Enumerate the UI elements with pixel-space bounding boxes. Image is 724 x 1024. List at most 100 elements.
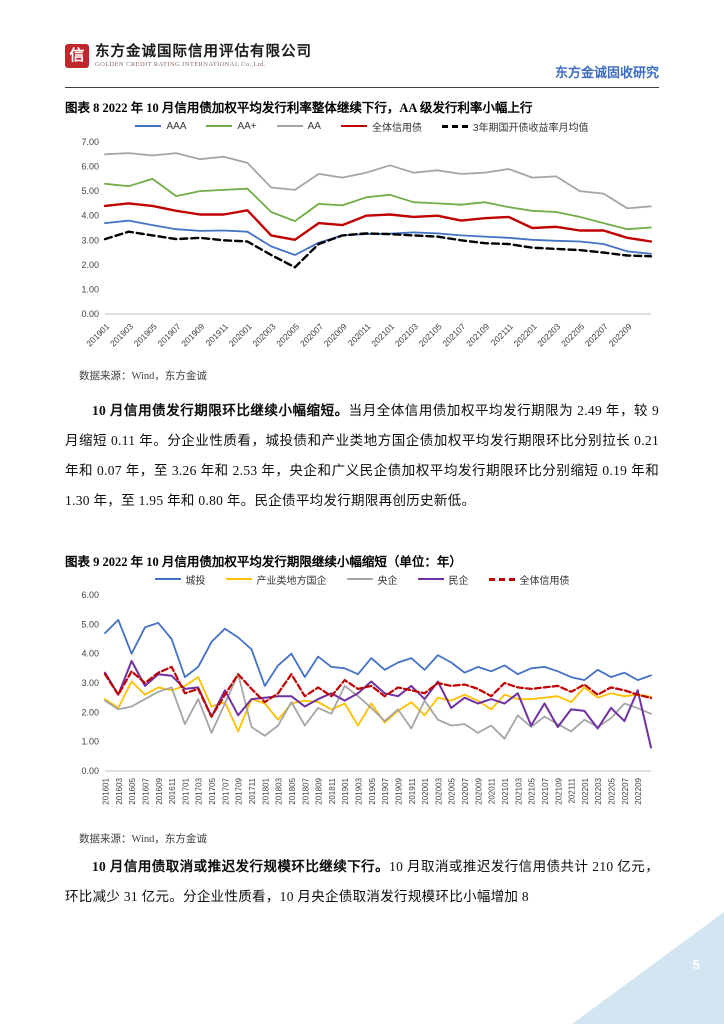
- svg-text:202105: 202105: [417, 321, 444, 348]
- svg-text:202111: 202111: [489, 321, 515, 347]
- page-number: 5: [692, 957, 700, 972]
- svg-text:201705: 201705: [208, 777, 217, 804]
- logo-mark-icon: 信: [65, 44, 89, 68]
- svg-text:201709: 201709: [235, 777, 244, 804]
- svg-text:1.00: 1.00: [81, 284, 99, 294]
- svg-text:201609: 201609: [155, 777, 164, 804]
- legend-item-all-credit: 全体信用债: [488, 572, 570, 587]
- svg-text:201811: 201811: [328, 777, 337, 804]
- svg-text:202001: 202001: [421, 777, 430, 804]
- svg-text:202209: 202209: [634, 777, 643, 804]
- series-line-industrial-soe: [104, 676, 652, 733]
- chart2-plot: 0.00 1.00 2.00 3.00 4.00 5.00 6.00 201601 201603…: [65, 587, 659, 827]
- series-line-aa-plus: [104, 178, 652, 231]
- paragraph2-lead: 10 月信用债取消或推迟发行规模环比继续下行。: [92, 859, 390, 874]
- svg-text:201901: 201901: [84, 321, 111, 348]
- svg-text:202109: 202109: [464, 321, 491, 348]
- legend-item-all-credit: 全体信用债: [340, 119, 422, 134]
- legend-label: 民企: [448, 575, 469, 587]
- legend-swatch-private: [417, 578, 444, 580]
- svg-text:2.00: 2.00: [81, 707, 99, 717]
- legend-swatch-industrial-soe: [225, 578, 252, 580]
- series-line-aa: [104, 152, 652, 210]
- svg-text:201809: 201809: [315, 777, 324, 804]
- svg-text:202005: 202005: [274, 321, 301, 348]
- svg-text:201807: 201807: [301, 777, 310, 804]
- svg-text:202005: 202005: [448, 777, 457, 804]
- company-name-en: GOLDEN CREDIT RATING INTERNATIONAL Co.,L…: [95, 61, 266, 68]
- svg-text:202003: 202003: [434, 777, 443, 804]
- legend-item-aa-plus: AA+: [206, 120, 257, 132]
- svg-text:7.00: 7.00: [81, 137, 99, 147]
- figure8-source: 数据来源：Wind，东方金诚: [79, 371, 207, 382]
- legend-label: 城投: [185, 575, 206, 587]
- legend-item-aaa: AAA: [135, 121, 186, 132]
- svg-text:4.00: 4.00: [81, 649, 99, 659]
- legend-label: 产业类地方国企: [256, 575, 327, 587]
- svg-text:202007: 202007: [461, 777, 470, 804]
- legend-label: AA+: [237, 120, 257, 132]
- svg-text:202107: 202107: [541, 777, 550, 804]
- svg-text:201901: 201901: [341, 777, 350, 804]
- svg-text:202111: 202111: [568, 777, 577, 803]
- legend-label: 全体信用债: [371, 122, 422, 134]
- svg-text:6.00: 6.00: [81, 162, 99, 172]
- legend-swatch-central-soe: [346, 578, 373, 580]
- corner-triangle-decoration: [572, 912, 724, 1024]
- body-paragraph-2: 10 月信用债取消或推迟发行规模环比继续下行。10 月取消或推迟发行信用债共计 …: [65, 852, 659, 912]
- svg-text:201911: 201911: [408, 777, 417, 804]
- series-line-chengtou: [104, 619, 652, 687]
- svg-text:202201: 202201: [512, 321, 539, 348]
- svg-text:202011: 202011: [346, 321, 373, 348]
- svg-text:202105: 202105: [528, 777, 537, 804]
- svg-text:202207: 202207: [583, 321, 610, 348]
- legend-label: 3年期国开债收益率月均值: [472, 122, 589, 134]
- svg-text:201911: 201911: [203, 321, 230, 348]
- header-divider: [65, 87, 659, 88]
- svg-text:202103: 202103: [514, 777, 523, 804]
- svg-text:201611: 201611: [168, 777, 177, 804]
- series-line-all-credit: [103, 202, 653, 243]
- svg-text:201803: 201803: [275, 777, 284, 804]
- chart1-plot: 0.00 1.00 2.00 3.00 4.00 5.00 6.00 7.00 201901 20…: [65, 134, 659, 360]
- svg-text:201707: 201707: [221, 777, 230, 804]
- legend-item-aa: AA: [276, 121, 321, 132]
- svg-text:201701: 201701: [181, 777, 190, 804]
- svg-text:202203: 202203: [594, 777, 603, 804]
- svg-text:201907: 201907: [155, 321, 182, 348]
- svg-text:0.00: 0.00: [81, 309, 99, 319]
- legend-swatch-aaa: [135, 125, 162, 127]
- svg-text:202009: 202009: [474, 777, 483, 804]
- svg-text:201605: 201605: [128, 777, 137, 804]
- svg-text:6.00: 6.00: [81, 590, 99, 600]
- svg-text:5.00: 5.00: [81, 619, 99, 629]
- chart1-legend: AAA AA+ AA 全体信用债 3年期国开债收益率月均值: [65, 118, 659, 134]
- svg-text:202207: 202207: [621, 777, 630, 804]
- legend-label: 全体信用债: [519, 575, 570, 587]
- svg-text:202101: 202101: [501, 777, 510, 804]
- legend-item-private: 民企: [417, 572, 469, 587]
- svg-text:201905: 201905: [368, 777, 377, 804]
- figure9-title: 图表 9 2022 年 10 月信用债加权平均发行期限继续小幅缩短（单位：年）: [65, 555, 462, 569]
- paragraph2-body: 10 月取消或推迟发行信用债共计 210 亿元，环比减少 31 亿元。分企业性质…: [65, 859, 660, 904]
- svg-text:2.00: 2.00: [81, 260, 99, 270]
- svg-text:201905: 201905: [132, 321, 159, 348]
- legend-swatch-aa: [276, 125, 303, 127]
- paragraph1-body: 当月全体信用债加权平均发行期限为 2.49 年，较 9 月缩短 0.11 年。分…: [65, 403, 659, 508]
- svg-text:202011: 202011: [488, 777, 497, 804]
- legend-label: AAA: [166, 120, 187, 132]
- svg-text:3.00: 3.00: [81, 678, 99, 688]
- svg-text:202107: 202107: [440, 321, 467, 348]
- series-line-all-credit: [103, 665, 653, 718]
- legend-swatch-aa-plus: [206, 125, 233, 127]
- svg-text:202003: 202003: [250, 321, 277, 348]
- svg-text:202201: 202201: [581, 777, 590, 804]
- svg-text:202009: 202009: [322, 321, 349, 348]
- legend-item-industrial-soe: 产业类地方国企: [225, 572, 327, 587]
- svg-text:202001: 202001: [227, 321, 254, 348]
- svg-text:1.00: 1.00: [81, 737, 99, 747]
- company-name-cn: 东方金诚国际信用评估有限公司: [95, 44, 312, 60]
- svg-text:201907: 201907: [381, 777, 390, 804]
- legend-item-central-soe: 央企: [346, 572, 398, 587]
- svg-text:5.00: 5.00: [81, 186, 99, 196]
